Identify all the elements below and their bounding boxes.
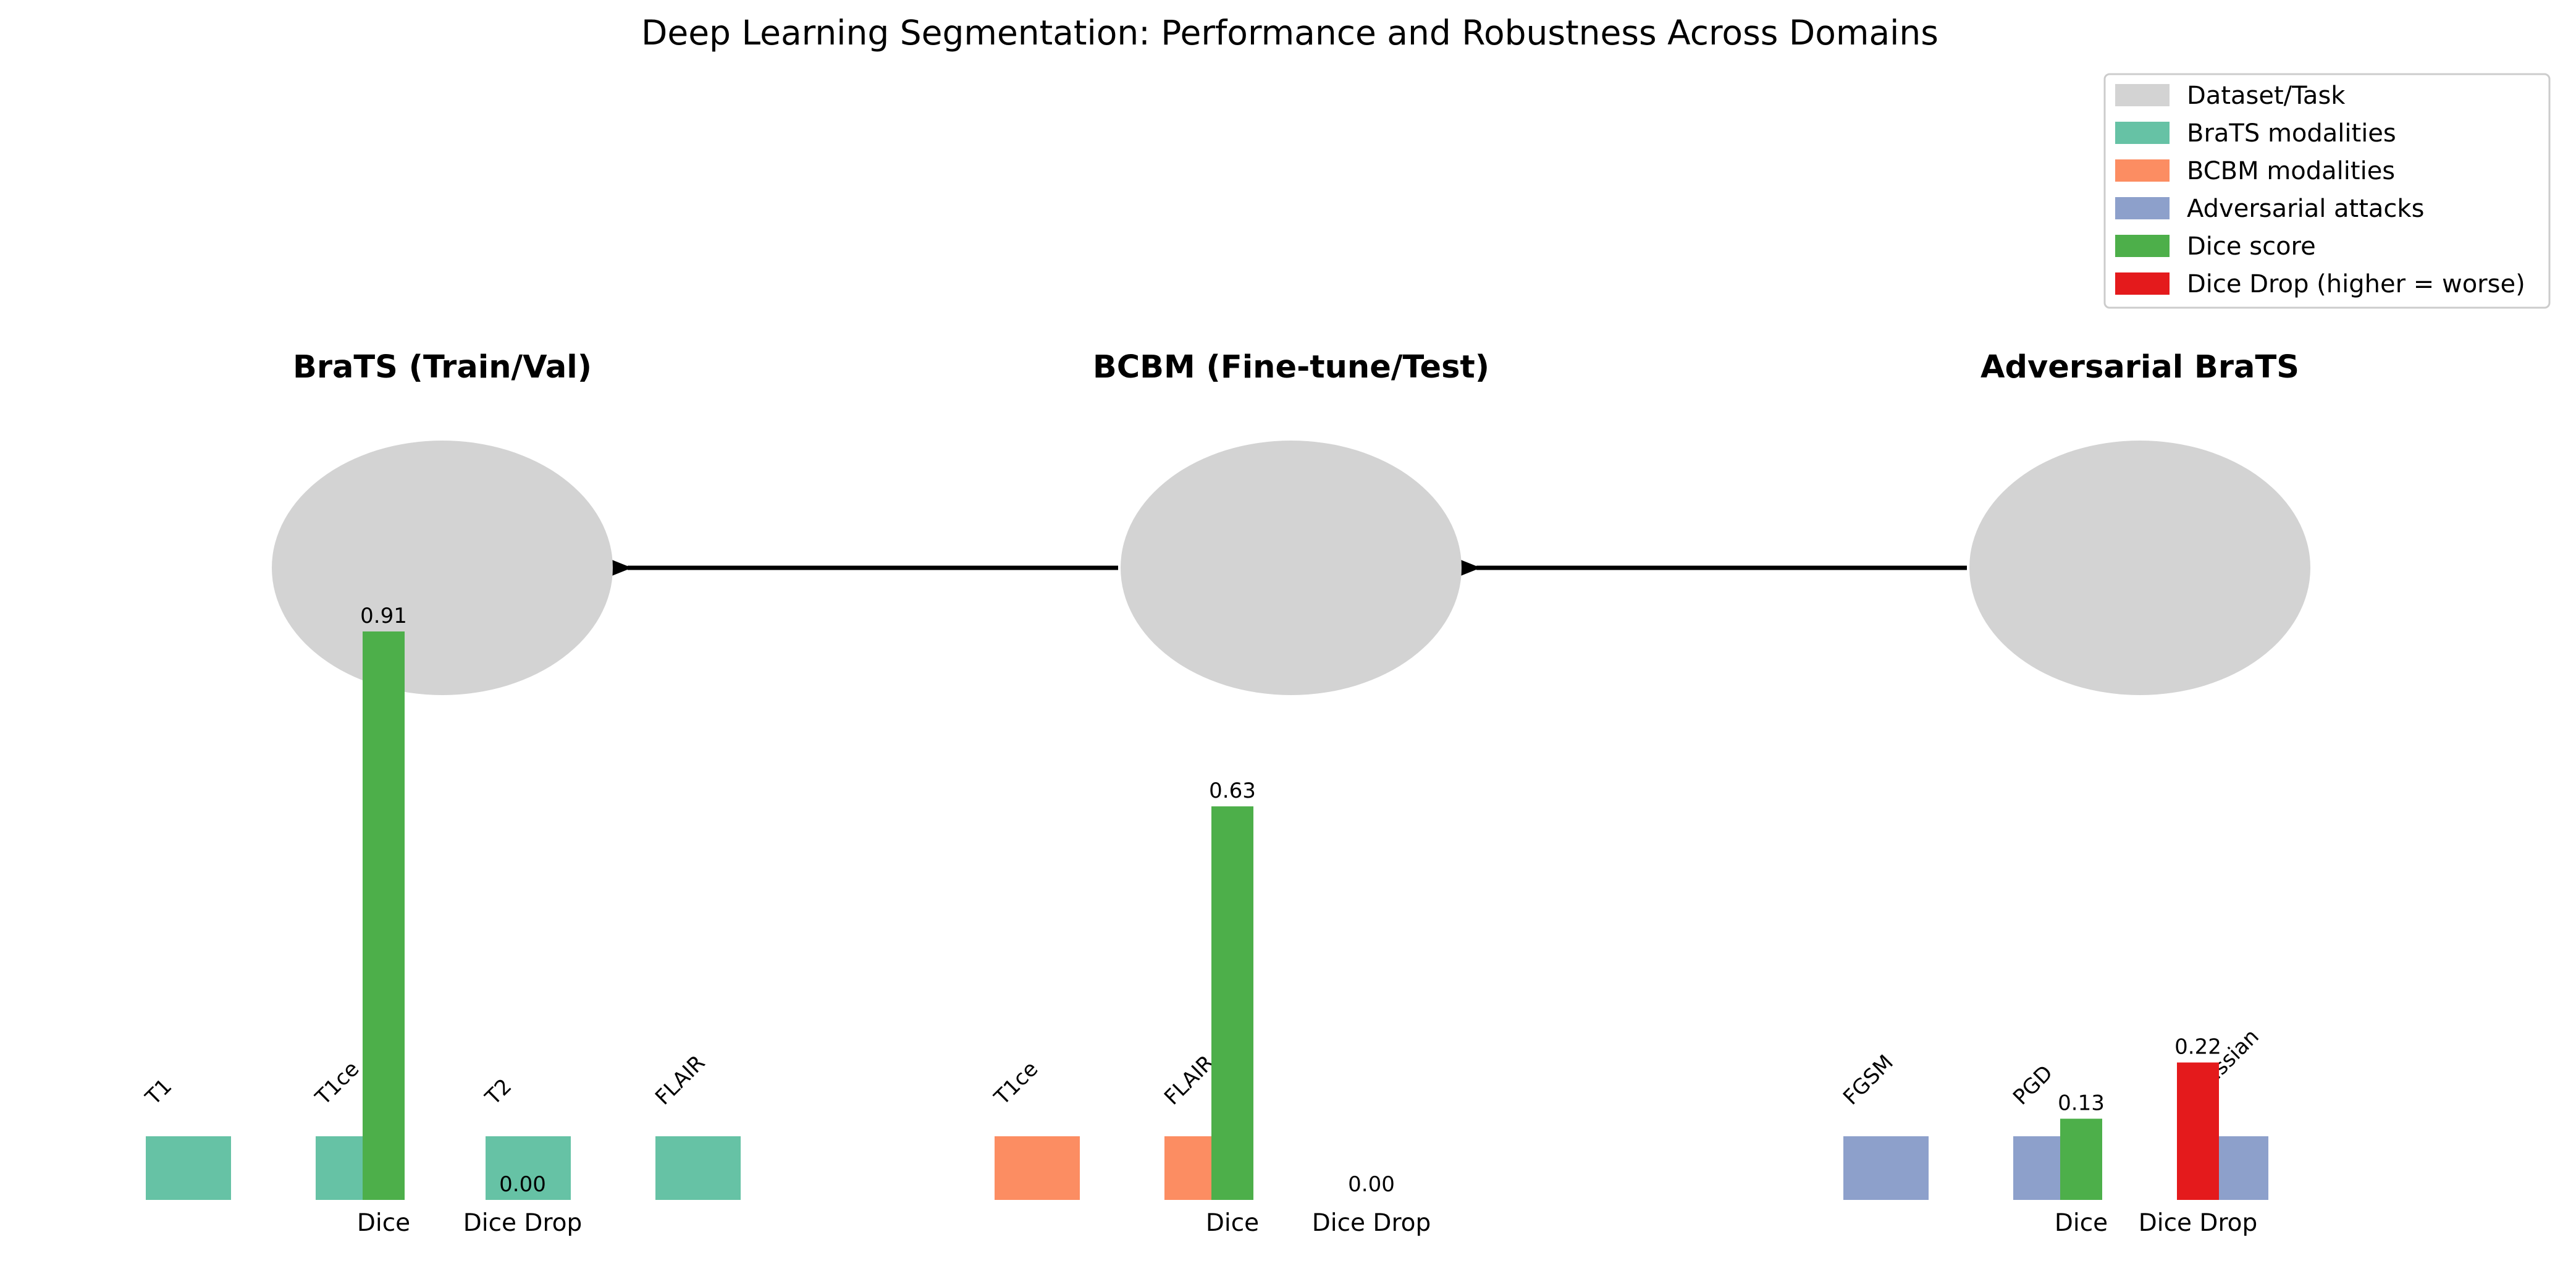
legend-frame <box>2103 73 2551 309</box>
value-label: 0.63 <box>1209 779 1256 803</box>
chart-title: Deep Learning Segmentation: Performance … <box>641 13 1938 53</box>
modality-label: T1ce <box>310 1057 364 1110</box>
dice-bar <box>363 631 405 1200</box>
legend: Dataset/Task BraTS modalities BCBM modalit… <box>2103 73 2551 309</box>
modality-label: PGD <box>2008 1060 2058 1110</box>
legend-swatch <box>2115 235 2170 257</box>
legend-swatch <box>2115 272 2170 295</box>
value-label: 0.00 <box>499 1172 546 1197</box>
modality-label: T1ce <box>989 1057 1043 1110</box>
category-label: Dice <box>357 1209 410 1237</box>
panel-1: BCBM (Fine-tune/Test) T1ce FLAIR 0.63 Dice 0.… <box>989 349 1489 1237</box>
legend-label: Adversarial attacks <box>2187 195 2424 223</box>
category-label: Dice Drop <box>2139 1209 2258 1237</box>
value-label: 0.13 <box>2058 1091 2105 1116</box>
value-label: 0.22 <box>2174 1035 2221 1060</box>
legend-label: BraTS modalities <box>2187 119 2396 148</box>
panel-title: BCBM (Fine-tune/Test) <box>1093 349 1489 386</box>
category-label: Dice <box>1206 1209 1259 1237</box>
value-label: 0.91 <box>360 604 407 628</box>
legend-label: BCBM modalities <box>2187 157 2395 185</box>
dice-drop-bar <box>2177 1062 2219 1200</box>
legend-swatch <box>2115 122 2170 144</box>
dataset-node <box>1969 441 2310 695</box>
modality-box <box>146 1136 231 1200</box>
modality-label: FLAIR <box>1160 1050 1219 1110</box>
modality-box <box>995 1136 1080 1200</box>
legend-swatch <box>2115 84 2170 106</box>
dice-bar <box>2060 1118 2102 1200</box>
modality-label: FLAIR <box>650 1050 710 1110</box>
value-label: 0.00 <box>1348 1172 1395 1197</box>
modality-label: T2 <box>480 1074 516 1110</box>
legend-label: Dice Drop (higher = worse) <box>2187 270 2525 298</box>
modality-label: FGSM <box>1838 1050 1898 1110</box>
legend-label: Dice score <box>2187 232 2316 261</box>
panel-0: BraTS (Train/Val) T1 T1ce T2 FLAIR 0.91 Dice 0.… <box>140 349 741 1237</box>
category-label: Dice <box>2055 1209 2108 1237</box>
dataset-node <box>272 441 613 695</box>
modality-box <box>1843 1136 1929 1200</box>
panels-layer: BraTS (Train/Val) T1 T1ce T2 FLAIR 0.91 Dice 0.… <box>140 349 2310 1237</box>
panel-title: Adversarial BraTS <box>1980 349 2299 386</box>
category-label: Dice Drop <box>463 1209 583 1237</box>
dataset-node <box>1121 441 1462 695</box>
legend-label: Dataset/Task <box>2187 82 2346 110</box>
modality-box <box>655 1136 741 1200</box>
legend-swatch <box>2115 159 2170 182</box>
modality-box <box>486 1136 571 1200</box>
legend-swatch <box>2115 197 2170 219</box>
category-label: Dice Drop <box>1312 1209 1431 1237</box>
dice-bar <box>1211 806 1253 1200</box>
modality-label: T1 <box>140 1074 177 1110</box>
panel-title: BraTS (Train/Val) <box>293 349 592 386</box>
